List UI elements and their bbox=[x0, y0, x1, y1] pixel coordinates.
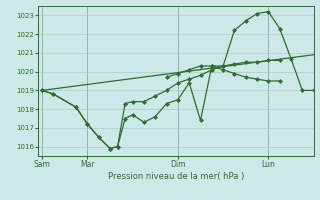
X-axis label: Pression niveau de la mer( hPa ): Pression niveau de la mer( hPa ) bbox=[108, 172, 244, 181]
